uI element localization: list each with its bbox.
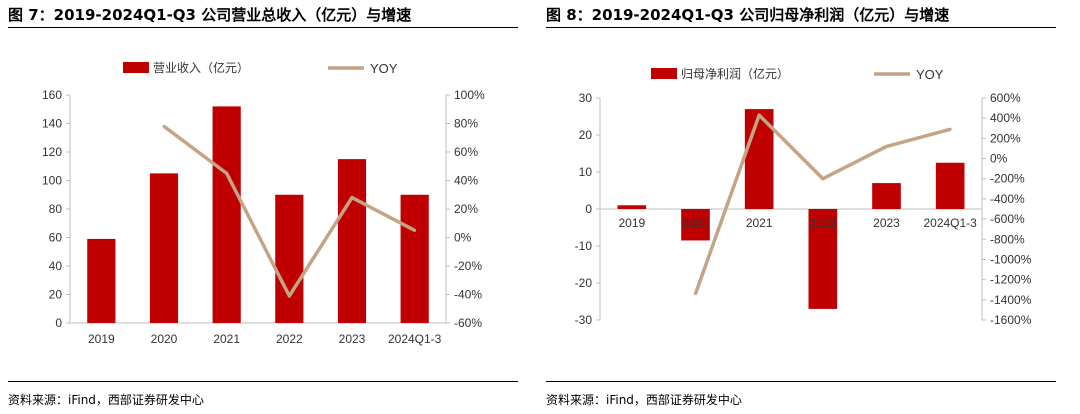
left-tick-label: 30 <box>579 91 593 105</box>
right-tick-label: 0% <box>990 152 1008 166</box>
left-tick-label: 10 <box>579 165 593 179</box>
right-tick-label: 60% <box>454 145 478 159</box>
right-tick-label: -200% <box>990 172 1025 186</box>
revenue-bar-3 <box>275 194 304 323</box>
yoy-point <box>694 292 697 296</box>
revenue-bar-1 <box>149 173 179 323</box>
left-tick-label: -10 <box>575 239 593 253</box>
revenue-chart: 0 20 40 60 80 100 120 140 160 -60% -40% -20% 0% 20% 40… <box>42 60 485 346</box>
legend-bar-swatch <box>123 62 149 73</box>
right-tick-label: -1400% <box>990 293 1032 307</box>
right-tick-label: 400% <box>990 111 1021 125</box>
category-label: 2021 <box>213 332 240 346</box>
revenue-bar-0 <box>87 238 116 323</box>
category-label: 2019 <box>618 216 645 230</box>
figure-8-panel: 图 8：2019-2024Q1-Q3 公司归母净利润（亿元）与增速 -30 -20… <box>546 0 1066 414</box>
figure-7-top-rule <box>8 27 518 28</box>
revenue-bar-4 <box>872 183 901 209</box>
revenue-bar-1 <box>681 209 710 241</box>
figure-7-source: 资料来源：iFind，西部证券研发中心 <box>8 393 204 407</box>
right-tick-label: -20% <box>454 259 482 273</box>
left-tick-label: 0 <box>55 316 62 330</box>
revenue-bar-5 <box>400 194 429 323</box>
right-tick-label: -60% <box>454 316 482 330</box>
category-label: 2022 <box>809 216 836 230</box>
left-tick-label: 120 <box>42 145 62 159</box>
category-label: 2024Q1-3 <box>923 216 977 230</box>
category-label: 2020 <box>682 216 709 230</box>
legend-bar-label: 归母净利润（亿元） <box>681 66 789 81</box>
figure-8-title: 图 8：2019-2024Q1-Q3 公司归母净利润（亿元）与增速 <box>546 6 950 24</box>
left-tick-label: 100 <box>42 174 62 188</box>
right-tick-label: 20% <box>454 202 478 216</box>
legend-line-label: YOY <box>370 61 398 76</box>
right-tick-label: 80% <box>454 117 478 131</box>
figure-8-top-rule <box>546 27 1056 28</box>
yoy-point <box>757 113 761 117</box>
legend-line-label: YOY <box>916 67 944 82</box>
right-tick-label: -400% <box>990 192 1025 206</box>
figure-7-bottom-rule <box>8 381 518 382</box>
left-tick-label: 140 <box>42 117 62 131</box>
yoy-point <box>885 144 888 148</box>
revenue-bar-5 <box>935 162 965 209</box>
right-tick-label: 200% <box>990 131 1021 145</box>
right-tick-label: -40% <box>454 288 482 302</box>
right-tick-label: -1600% <box>990 313 1032 327</box>
right-tick-label: -600% <box>990 212 1025 226</box>
right-tick-label: -1200% <box>990 273 1032 287</box>
legend-bar-label: 营业收入（亿元） <box>153 60 249 75</box>
yoy-point <box>225 171 229 175</box>
right-tick-label: 600% <box>990 91 1021 105</box>
figure-7-panel: 图 7：2019-2024Q1-Q3 公司营业总收入（亿元）与增速 0 20 40 6… <box>8 0 528 414</box>
revenue-bar-3 <box>808 209 838 309</box>
revenue-bar-4 <box>337 159 367 323</box>
yoy-point <box>287 294 291 298</box>
left-tick-label: 0 <box>585 202 592 216</box>
category-label: 2023 <box>873 216 900 230</box>
yoy-point <box>162 124 166 128</box>
net-profit-chart: -30 -20 -10 0 10 20 30 -1600% -1400% -1200% -1000%… <box>575 66 1032 327</box>
category-label: 2019 <box>88 332 115 346</box>
category-label: 2023 <box>339 332 366 346</box>
left-tick-label: 160 <box>42 88 62 102</box>
figure-8-bottom-rule <box>546 381 1056 382</box>
left-tick-label: 20 <box>49 288 63 302</box>
revenue-bar-2 <box>212 106 241 324</box>
right-tick-label: 100% <box>454 88 485 102</box>
category-label: 2021 <box>746 216 773 230</box>
left-tick-label: -30 <box>575 313 593 327</box>
category-label: 2024Q1-3 <box>388 332 442 346</box>
left-tick-label: 40 <box>49 259 63 273</box>
right-tick-label: 0% <box>454 231 472 245</box>
left-tick-label: 60 <box>49 231 63 245</box>
right-tick-label: 40% <box>454 174 478 188</box>
left-tick-label: 80 <box>49 202 63 216</box>
left-tick-label: 20 <box>579 128 593 142</box>
legend-bar-swatch <box>651 68 677 79</box>
right-tick-label: -1000% <box>990 252 1032 266</box>
figure-8-source: 资料来源：iFind，西部证券研发中心 <box>546 393 742 407</box>
category-label: 2020 <box>151 332 178 346</box>
category-label: 2022 <box>276 332 303 346</box>
right-tick-label: -800% <box>990 232 1025 246</box>
yoy-point <box>821 177 825 181</box>
yoy-point <box>413 228 417 232</box>
yoy-point <box>948 127 952 131</box>
figure-7-title: 图 7：2019-2024Q1-Q3 公司营业总收入（亿元）与增速 <box>8 6 412 24</box>
left-tick-label: -20 <box>575 276 593 290</box>
revenue-bar-0 <box>617 205 647 209</box>
yoy-point <box>350 196 354 200</box>
